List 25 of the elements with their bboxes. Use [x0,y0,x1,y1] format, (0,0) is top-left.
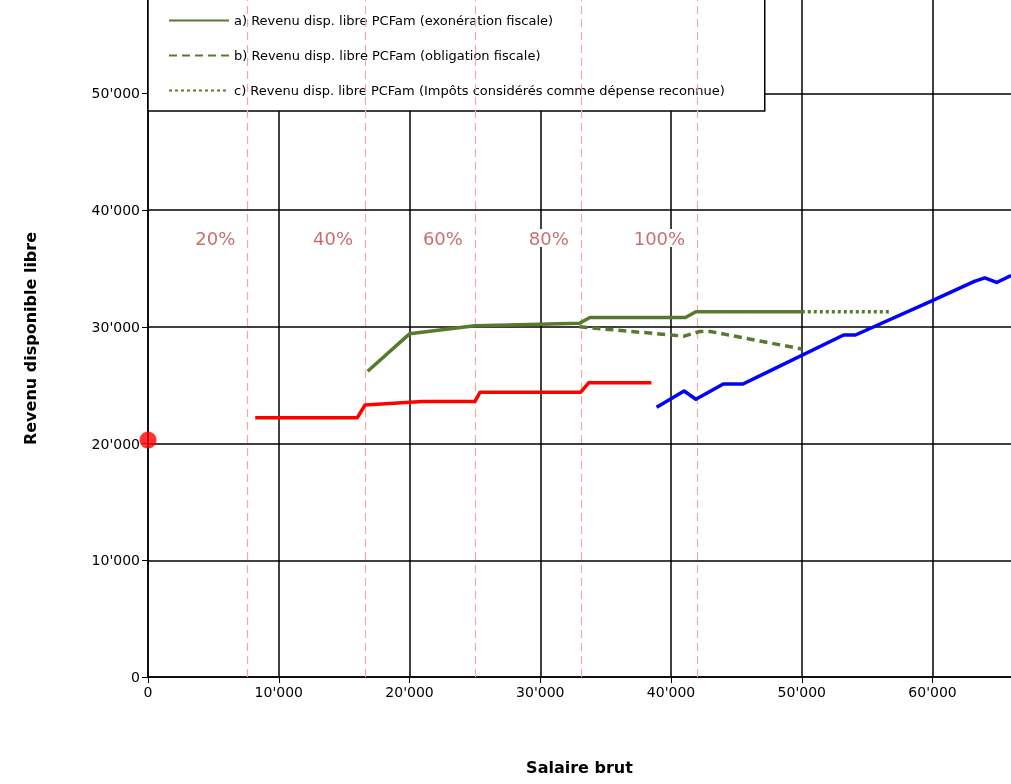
annotation: 20% [195,227,236,249]
annotation: 40% [313,227,354,249]
legend-label: c) Revenu disp. libre PCFam (Impôts considérés comme dépense reconnue) [234,83,725,98]
annotation: 60% [422,227,463,249]
x-tick-label: 10'000 [254,684,303,700]
x-tick-label: 60'000 [908,684,957,700]
y-axis-title: Revenu disponible libre [20,231,40,446]
y-tick-label: 50'000 [91,85,140,102]
x-tick-label: 0 [143,684,153,700]
y-tick-label: 40'000 [91,202,140,219]
x-tick-label: 30'000 [516,684,565,700]
x-tick-label: 20'000 [385,684,434,700]
legend-label: a) Revenu disp. libre PCFam (exonération fiscale) [234,13,554,28]
legend-label: b) Revenu disp. libre PCFam (obligation fiscale) [234,48,541,63]
annotation: 100% [633,227,686,249]
x-axis-title: Salaire brut [526,757,634,777]
y-tick-label: 0 [131,669,140,685]
line-series [253,381,654,420]
y-tick-label: 10'000 [91,552,140,569]
line-series [654,273,1011,410]
y-tick-label: 30'000 [91,318,140,335]
y-tick-label: 20'000 [91,435,140,452]
annotation: 80% [528,227,569,249]
x-tick-label: 50'000 [777,684,826,700]
x-tick-label: 40'000 [646,684,696,700]
